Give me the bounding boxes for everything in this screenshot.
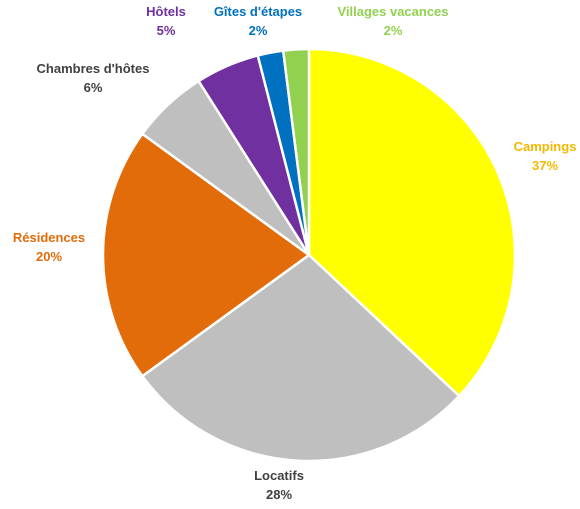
slice-label: Villages vacances bbox=[337, 4, 448, 19]
pie-slice-villages-vacances bbox=[281, 47, 311, 257]
slice-value-label: 37% bbox=[532, 158, 558, 173]
slice-value-label: 6% bbox=[84, 80, 103, 95]
slice-label: Hôtels bbox=[146, 4, 186, 19]
slice-label: Campings bbox=[514, 139, 577, 154]
pie-slices bbox=[101, 47, 517, 463]
slice-label: Résidences bbox=[13, 230, 85, 245]
pie-slice-locatifs bbox=[141, 253, 461, 463]
slice-label: Locatifs bbox=[254, 468, 304, 483]
slice-value-label: 2% bbox=[384, 23, 403, 38]
slice-value-label: 5% bbox=[157, 23, 176, 38]
slice-value-label: 2% bbox=[249, 23, 268, 38]
pie-slice-résidences bbox=[101, 132, 311, 378]
slice-value-label: 28% bbox=[266, 487, 292, 502]
pie-slice-campings bbox=[307, 47, 517, 398]
slice-label: Chambres d'hôtes bbox=[37, 61, 150, 76]
slice-label: Gîtes d'étapes bbox=[214, 4, 302, 19]
pie-labels: Campings 37% Locatifs 28% Résidences 20% Chamb… bbox=[13, 4, 577, 502]
slice-value-label: 20% bbox=[36, 249, 62, 264]
